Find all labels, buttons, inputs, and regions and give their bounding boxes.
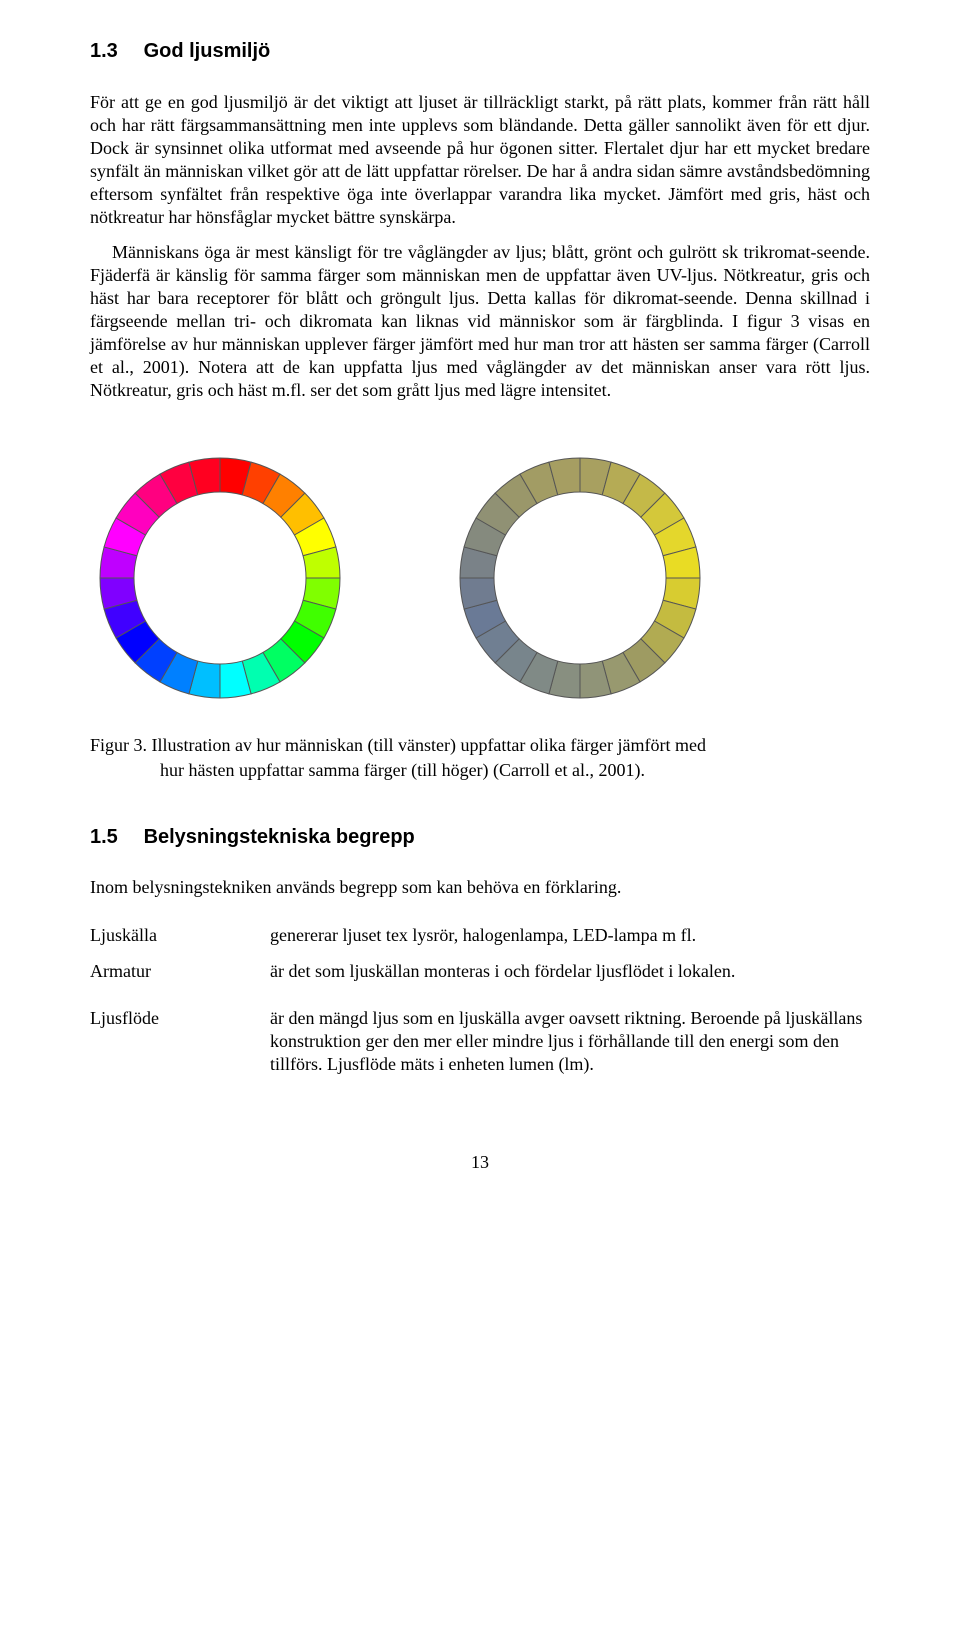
table-row: Ljusflöde är den mängd ljus som en ljusk… bbox=[90, 989, 870, 1082]
section-1-5-title: Belysningstekniska begrepp bbox=[144, 826, 415, 848]
figure-3-caption-line-2: hur hästen uppfattar samma färger (till … bbox=[90, 759, 870, 782]
term-armatur: Armatur bbox=[90, 954, 270, 989]
color-wheel-horse bbox=[450, 448, 710, 708]
section-1-3-title: God ljusmiljö bbox=[144, 40, 271, 62]
section-1-5-heading: 1.5 Belysningstekniska begrepp bbox=[90, 826, 870, 849]
section-1-3-heading: 1.3 God ljusmiljö bbox=[90, 40, 870, 63]
def-ljuskalla: genererar ljuset tex lysrör, halogenlamp… bbox=[270, 918, 870, 953]
table-row: Armatur är det som ljuskällan monteras i… bbox=[90, 954, 870, 989]
section-1-5-intro: Inom belysningstekniken används begrepp … bbox=[90, 877, 870, 898]
definitions-table: Ljuskälla genererar ljuset tex lysrör, h… bbox=[90, 918, 870, 1081]
section-1-3-number: 1.3 bbox=[90, 40, 138, 63]
section-1-3-paragraph-1: För att ge en god ljusmiljö är det vikti… bbox=[90, 91, 870, 229]
def-armatur: är det som ljuskällan monteras i och för… bbox=[270, 954, 870, 989]
def-ljusflode: är den mängd ljus som en ljuskälla avger… bbox=[270, 989, 870, 1082]
color-wheel-human bbox=[90, 448, 350, 708]
page-number: 13 bbox=[90, 1152, 870, 1173]
figure-3-container bbox=[90, 448, 870, 708]
figure-3-caption-line-1: Illustration av hur människan (till väns… bbox=[152, 735, 707, 755]
section-1-3-paragraph-2: Människans öga är mest känsligt för tre … bbox=[90, 241, 870, 402]
figure-3-caption: Figur 3. Illustration av hur människan (… bbox=[90, 734, 870, 782]
table-row: Ljuskälla genererar ljuset tex lysrör, h… bbox=[90, 918, 870, 953]
term-ljusflode: Ljusflöde bbox=[90, 989, 270, 1082]
figure-3-label: Figur 3. bbox=[90, 735, 147, 755]
section-1-5-number: 1.5 bbox=[90, 826, 138, 849]
term-ljuskalla: Ljuskälla bbox=[90, 918, 270, 953]
